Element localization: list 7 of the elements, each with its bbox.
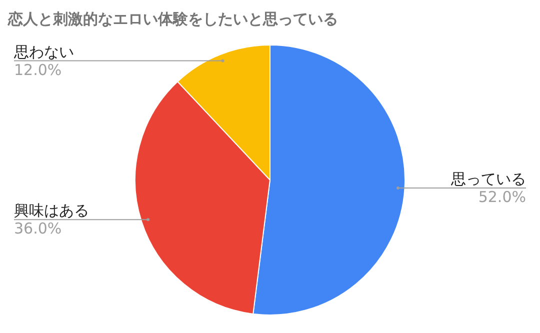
slice-label: 思っている: [450, 170, 526, 188]
data-label: 36.0%: [14, 220, 62, 238]
slice-label: 思わない: [13, 42, 74, 61]
slice-label: 興味はある: [14, 202, 89, 220]
chart-title: 恋人と刺激的なエロい体験をしたいと思っている: [7, 10, 338, 28]
data-label: 52.0%: [478, 188, 526, 206]
data-label: 12.0%: [14, 60, 62, 79]
